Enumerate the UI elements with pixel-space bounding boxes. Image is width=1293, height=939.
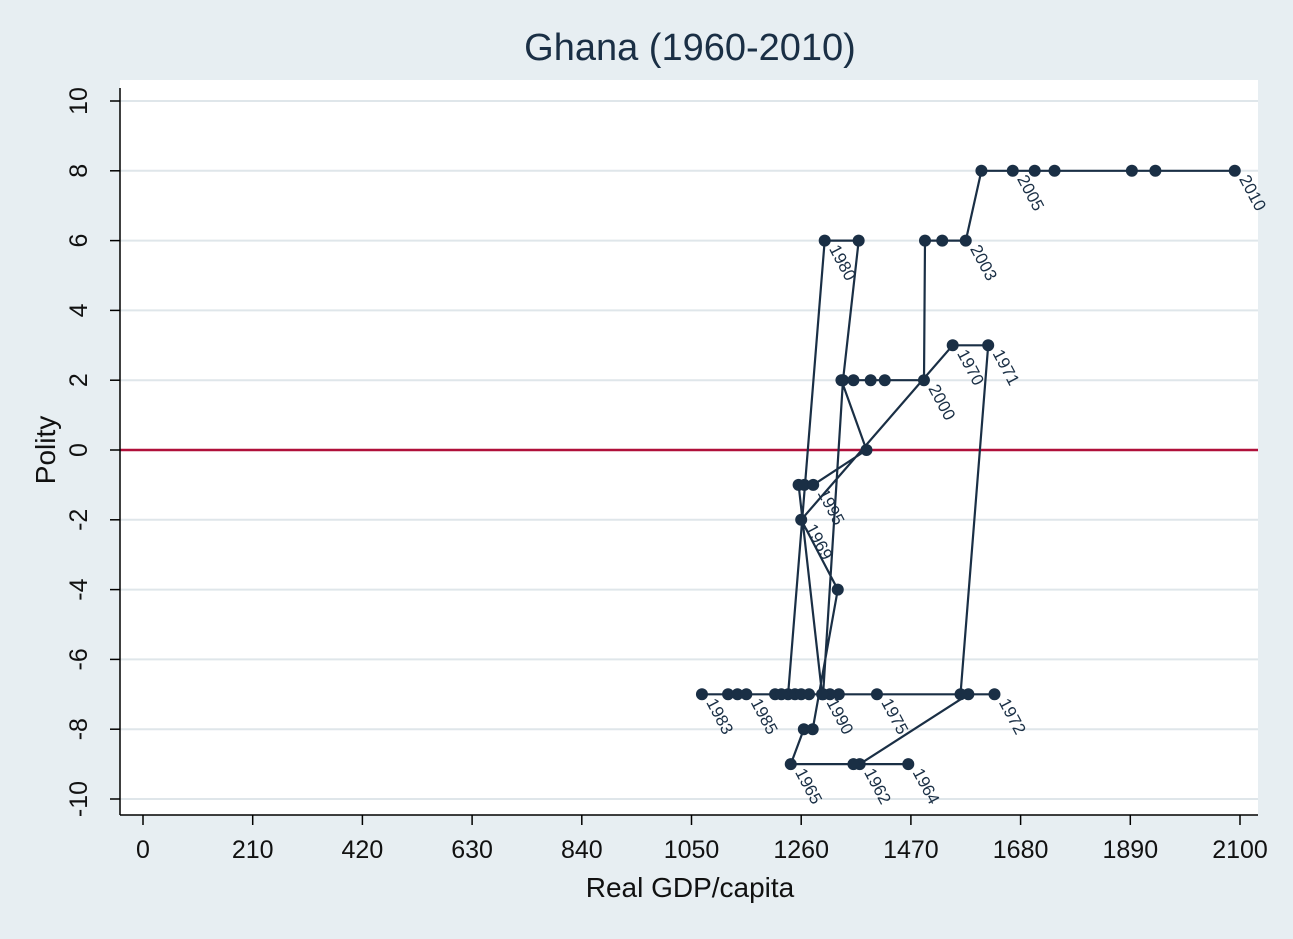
data-point	[807, 478, 820, 491]
axes: -10 -8 -6 -4 -2 0 2 4 6 8 10 0 210 420 630 840 1050 1260 1…	[65, 87, 1268, 864]
data-point	[795, 513, 808, 526]
data-point	[864, 374, 877, 387]
x-tick-label: 1470	[883, 836, 939, 864]
data-point	[816, 688, 829, 701]
y-tick-label: 4	[65, 303, 93, 317]
y-tick-label: -10	[65, 781, 93, 817]
data-point	[818, 234, 831, 247]
data-point	[1028, 164, 1041, 177]
grid-lines	[120, 100, 1258, 800]
x-tick-label: 630	[451, 836, 493, 864]
y-tick-label: -2	[65, 509, 93, 531]
data-point	[831, 583, 844, 596]
data-point	[798, 478, 811, 491]
plot-area	[120, 80, 1258, 815]
data-point	[860, 444, 873, 456]
data-point	[878, 374, 891, 387]
y-tick-label: -8	[65, 718, 93, 740]
y-tick-label: -6	[65, 648, 93, 670]
data-point	[1125, 164, 1138, 177]
y-tick-label: -4	[65, 578, 93, 600]
y-tick-label: 10	[65, 87, 93, 115]
data-point	[832, 688, 845, 701]
x-tick-label: 1260	[773, 836, 829, 864]
data-point	[919, 234, 932, 247]
x-tick-label: 2100	[1212, 836, 1268, 864]
data-point	[936, 234, 949, 247]
x-tick-label: 210	[232, 836, 274, 864]
data-point	[806, 723, 819, 736]
x-tick-label: 1890	[1102, 836, 1158, 864]
data-point	[847, 758, 860, 771]
data-point	[803, 688, 816, 701]
data-point	[852, 234, 865, 247]
y-tick-label: 0	[65, 443, 93, 457]
y-tick-label: 8	[65, 164, 93, 178]
data-point	[775, 688, 788, 701]
data-point	[1149, 164, 1162, 177]
data-point	[870, 688, 883, 701]
y-tick-label: 2	[65, 373, 93, 387]
x-tick-label: 1680	[993, 836, 1049, 864]
x-tick-label: 1050	[664, 836, 720, 864]
data-point	[797, 723, 810, 736]
data-point	[784, 758, 797, 771]
x-tick-label: 0	[136, 836, 150, 864]
data-point	[740, 688, 753, 701]
data-point	[917, 374, 930, 387]
data-point	[975, 164, 988, 177]
y-tick-label: 6	[65, 234, 93, 248]
data-point	[1006, 164, 1019, 177]
data-point	[722, 688, 735, 701]
data-point	[1228, 164, 1241, 177]
x-tick-label: 840	[561, 836, 603, 864]
y-axis-title: Polity	[30, 416, 61, 484]
series-points	[695, 164, 1241, 771]
data-point	[982, 339, 995, 352]
data-point	[835, 374, 848, 387]
data-point	[902, 758, 915, 771]
data-point	[847, 374, 860, 387]
data-point	[1048, 164, 1061, 177]
chart-title: Ghana (1960-2010)	[524, 27, 856, 69]
x-axis-title: Real GDP/capita	[586, 872, 795, 903]
data-point	[988, 688, 1001, 701]
data-point	[954, 688, 967, 701]
x-tick-label: 420	[342, 836, 384, 864]
data-point	[959, 234, 972, 247]
data-point	[946, 339, 959, 352]
data-point	[731, 688, 744, 701]
data-point	[695, 688, 708, 701]
